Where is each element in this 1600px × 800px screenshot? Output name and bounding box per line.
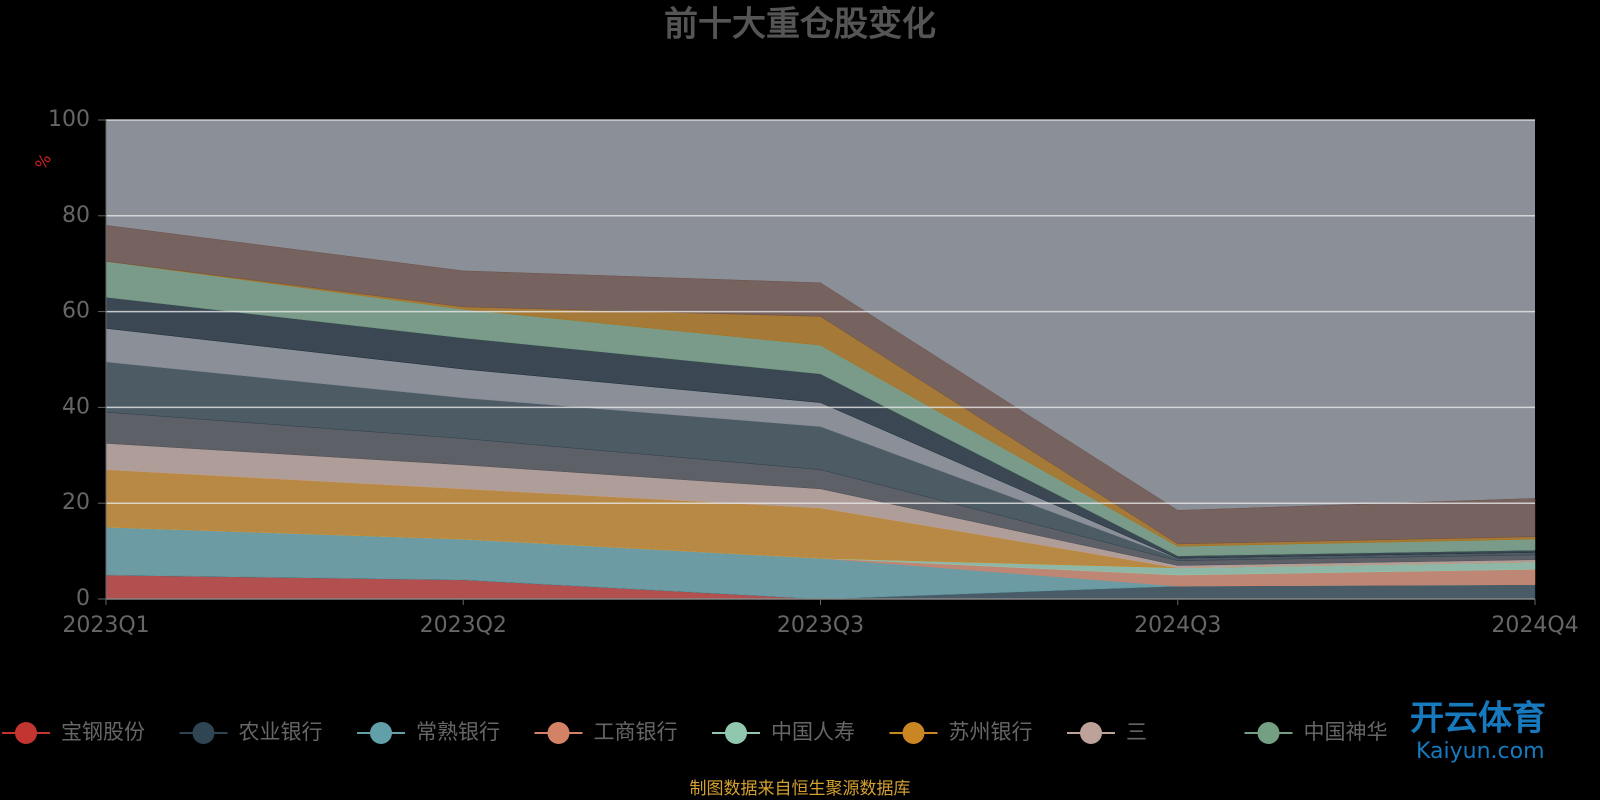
legend-label: 苏州银行: [949, 720, 1033, 744]
y-axis-label: %: [31, 150, 55, 173]
legend-marker: [1257, 722, 1280, 744]
y-tick-label: 80: [62, 203, 90, 228]
legend-marker: [192, 722, 215, 744]
chart-title: 前十大重仓股变化: [664, 5, 936, 45]
x-tick-label: 2023Q3: [777, 613, 864, 638]
x-tick-label: 2023Q1: [62, 613, 149, 638]
y-tick-label: 20: [62, 490, 90, 515]
area: [105, 225, 1536, 545]
y-tick-label: 40: [62, 394, 90, 419]
legend-label: 工商银行: [594, 720, 678, 744]
legend-label: 农业银行: [239, 720, 323, 744]
legend-label: 宝钢股份: [61, 720, 145, 744]
x-tick-label: 2023Q2: [420, 613, 507, 638]
legend-marker: [725, 722, 747, 744]
legend-marker: [902, 722, 925, 744]
source-note: 制图数据来自恒生聚源数据库: [690, 779, 911, 799]
y-tick-label: 60: [62, 299, 90, 324]
legend-marker: [547, 722, 570, 744]
legend-marker: [1080, 722, 1102, 744]
y-tick-label: 100: [48, 107, 90, 132]
x-tick-label: 2024Q3: [1134, 613, 1221, 638]
x-tick-label: 2024Q4: [1491, 613, 1578, 638]
legend-label: 中国神华: [1304, 720, 1388, 744]
watermark: 开云体育: [1410, 699, 1546, 739]
legend-label: 中国人寿: [771, 720, 855, 744]
legend-marker: [370, 722, 392, 744]
y-tick-label: 0: [76, 586, 90, 611]
plot: [105, 225, 1536, 600]
legend-label: 三: [1126, 720, 1147, 744]
legend-label: 常熟银行: [416, 720, 500, 744]
watermark-sub: Kaiyun.com: [1416, 739, 1545, 764]
legend-marker: [15, 722, 37, 744]
